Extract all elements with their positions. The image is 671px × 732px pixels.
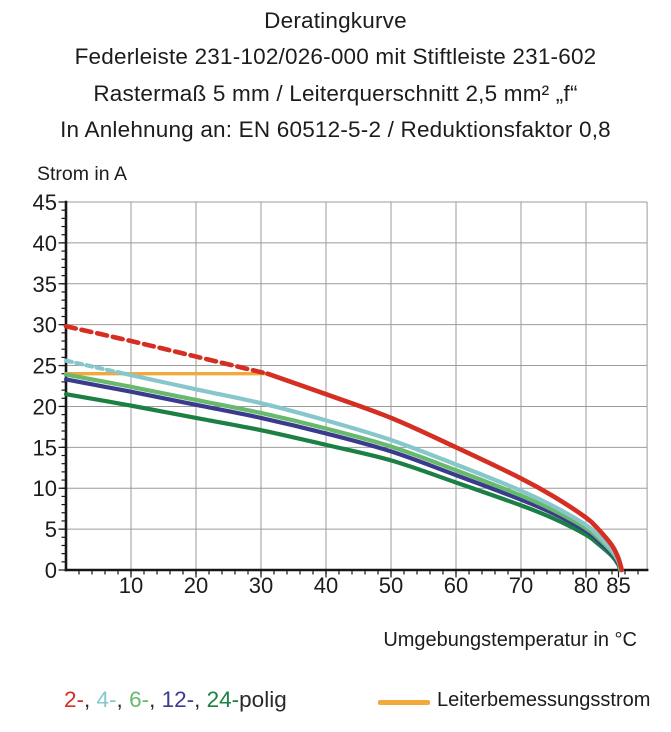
series-2-polig [265, 371, 625, 573]
legend-pole-2: 2- [64, 687, 85, 712]
legend-pole-24: 24- [206, 687, 240, 712]
x-axis-title: Umgebungstemperatur in °C [383, 629, 637, 651]
y-tick-label: 5 [45, 517, 57, 542]
rated-current-label: Leiterbemessungsstrom [437, 689, 651, 711]
x-tick-label: 70 [509, 573, 533, 598]
y-tick-label: 40 [33, 231, 57, 256]
x-tick-label: 10 [119, 573, 143, 598]
y-tick-label: 25 [33, 354, 57, 379]
poles-legend: 2-, 4-, 6-, 12-, 24-polig [64, 687, 287, 713]
y-tick-label: 20 [33, 394, 57, 419]
x-tick-labels: 10 20 30 40 50 60 70 80 85 [119, 573, 631, 598]
y-tick-label: 15 [33, 435, 57, 460]
series-curves [63, 324, 625, 573]
legend-poles-suffix: polig [239, 687, 287, 712]
chart-subtitle-3: In Anlehnung an: EN 60512-5-2 / Reduktio… [60, 117, 611, 143]
grid-lines [66, 201, 648, 570]
chart-subtitle-2: Rastermaß 5 mm / Leiterquerschnitt 2,5 m… [93, 80, 578, 106]
x-tick-label: 60 [444, 573, 468, 598]
legend-separator: , [116, 687, 130, 712]
y-tick-labels: 0 5 10 15 20 25 30 35 40 45 [33, 190, 57, 583]
legend-separator: , [84, 687, 97, 712]
y-tick-label: 45 [33, 190, 57, 215]
y-tick-label: 30 [33, 313, 57, 338]
axes [64, 200, 649, 572]
legend-pole-12: 12- [161, 687, 195, 712]
series-6-polig [63, 372, 623, 573]
chart-header: Deratingkurve Federleiste 231-102/026-00… [0, 3, 671, 149]
x-tick-label: 30 [249, 573, 273, 598]
series-4-polig [122, 371, 624, 573]
x-tick-label: 40 [314, 573, 338, 598]
x-tick-label: 20 [184, 573, 208, 598]
y-axis-title: Strom in A [37, 163, 127, 185]
series-24-polig [63, 392, 622, 573]
rated-current-line-swatch [378, 700, 430, 705]
legend-separator: , [149, 687, 162, 712]
x-tick-label: 50 [379, 573, 403, 598]
legend-separator: , [194, 687, 207, 712]
legend-pole-4: 4- [96, 687, 117, 712]
chart-subtitle-1: Federleiste 231-102/026-000 mit Stiftlei… [74, 44, 597, 70]
series-dashed-4-polig [63, 358, 127, 376]
x-tick-label: 85 [606, 573, 630, 598]
series-dashed-2-polig [63, 324, 270, 377]
y-tick-label: 0 [45, 558, 57, 583]
legend-pole-6: 6- [129, 687, 150, 712]
chart-title: Deratingkurve [264, 8, 407, 33]
x-tick-label: 80 [574, 573, 598, 598]
y-tick-label: 35 [33, 272, 57, 297]
y-tick-label: 10 [33, 476, 57, 501]
